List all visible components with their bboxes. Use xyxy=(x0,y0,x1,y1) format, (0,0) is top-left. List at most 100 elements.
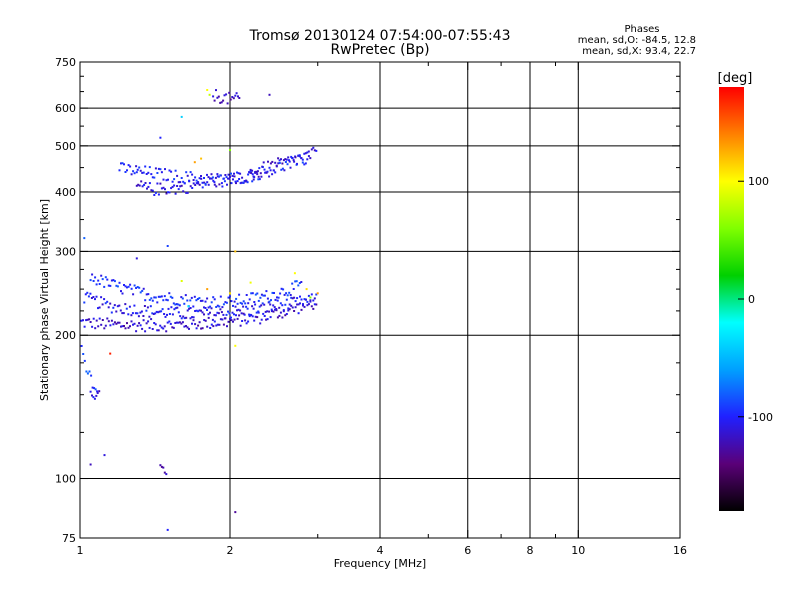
echo-point xyxy=(96,392,99,394)
echo-point xyxy=(256,292,259,295)
echo-point xyxy=(104,276,107,279)
echo-point xyxy=(272,310,275,313)
echo-point xyxy=(248,298,251,301)
echo-point xyxy=(162,466,165,469)
echo-point xyxy=(138,322,141,325)
echo-point xyxy=(247,302,250,305)
echo-point xyxy=(193,161,196,164)
echo-point xyxy=(195,327,198,330)
echo-point xyxy=(242,305,245,308)
y-tick-label: 500 xyxy=(55,140,76,153)
echo-point xyxy=(206,181,209,184)
echo-point xyxy=(165,179,168,182)
echo-point xyxy=(123,284,125,286)
echo-point xyxy=(147,320,150,323)
echo-point xyxy=(222,313,225,316)
echo-point xyxy=(252,175,255,178)
echo-point xyxy=(278,314,281,317)
echo-point xyxy=(95,295,98,298)
echo-point xyxy=(281,316,284,319)
y-tick-label: 100 xyxy=(55,473,76,486)
echo-point xyxy=(257,178,260,181)
echo-point xyxy=(234,94,237,97)
echo-point xyxy=(90,297,93,299)
echo-point xyxy=(175,303,178,306)
echo-point xyxy=(110,279,113,282)
echo-point xyxy=(200,309,202,312)
echo-point xyxy=(171,180,174,183)
echo-point xyxy=(164,188,166,191)
echo-point xyxy=(124,171,127,173)
echo-point xyxy=(182,180,185,183)
echo-point xyxy=(177,321,180,324)
echo-point xyxy=(142,315,145,317)
echo-point xyxy=(126,286,128,289)
echo-point xyxy=(309,299,312,302)
echo-point xyxy=(238,293,241,296)
echo-point xyxy=(239,301,242,304)
echo-point xyxy=(141,289,144,292)
echo-point xyxy=(275,308,278,310)
echo-point xyxy=(180,115,183,118)
echo-point xyxy=(307,155,310,158)
echo-point xyxy=(213,320,216,323)
echo-point xyxy=(249,313,252,316)
echo-point xyxy=(287,156,290,159)
echo-point xyxy=(254,315,257,318)
echo-point xyxy=(172,326,175,329)
echo-point xyxy=(154,296,157,299)
echo-point xyxy=(92,396,95,399)
echo-point xyxy=(145,293,148,296)
echo-point xyxy=(310,293,313,296)
echo-point xyxy=(250,292,253,295)
echo-point xyxy=(207,176,210,179)
echo-point xyxy=(118,304,121,307)
echo-point xyxy=(153,296,156,299)
echo-point xyxy=(200,177,203,180)
echo-point xyxy=(132,293,135,296)
echo-point xyxy=(307,303,310,306)
echo-point xyxy=(242,181,245,184)
echo-point xyxy=(293,296,296,299)
echo-point xyxy=(256,316,259,319)
y-axis-title: Stationary phase Virtual Height [km] xyxy=(38,199,51,401)
echo-point xyxy=(152,313,155,315)
echo-point xyxy=(254,293,257,296)
echo-point xyxy=(204,319,207,322)
echo-point xyxy=(282,159,285,162)
echo-point xyxy=(297,154,300,157)
echo-point xyxy=(255,170,258,173)
echo-point xyxy=(94,276,97,279)
echo-point xyxy=(120,325,122,328)
echo-point xyxy=(151,299,154,302)
echo-point xyxy=(260,318,263,321)
echo-point xyxy=(225,313,228,316)
echo-point xyxy=(107,284,110,287)
echo-point xyxy=(244,302,247,305)
echo-point xyxy=(226,183,228,186)
echo-point xyxy=(97,325,100,328)
echo-point xyxy=(166,313,168,316)
echo-point xyxy=(260,293,263,296)
echo-point xyxy=(139,291,142,294)
echo-point xyxy=(299,295,301,298)
echo-point xyxy=(211,318,214,321)
echo-point xyxy=(235,92,238,95)
echo-point xyxy=(98,390,101,393)
echo-point xyxy=(275,164,278,167)
echo-point xyxy=(276,296,278,299)
echo-point xyxy=(101,319,104,321)
stats-line-x: mean, sd,X: 93.4, 22.7 xyxy=(582,46,696,57)
echo-point xyxy=(226,325,228,328)
echo-point xyxy=(227,310,229,313)
echo-point xyxy=(133,172,136,175)
echo-point xyxy=(277,157,280,160)
echo-point xyxy=(203,181,206,184)
echo-point xyxy=(209,327,212,329)
echo-point xyxy=(303,298,306,301)
echo-point xyxy=(312,307,315,310)
echo-point xyxy=(160,310,163,313)
colorbar-tick-label: 100 xyxy=(748,175,769,188)
echo-point xyxy=(144,299,147,302)
